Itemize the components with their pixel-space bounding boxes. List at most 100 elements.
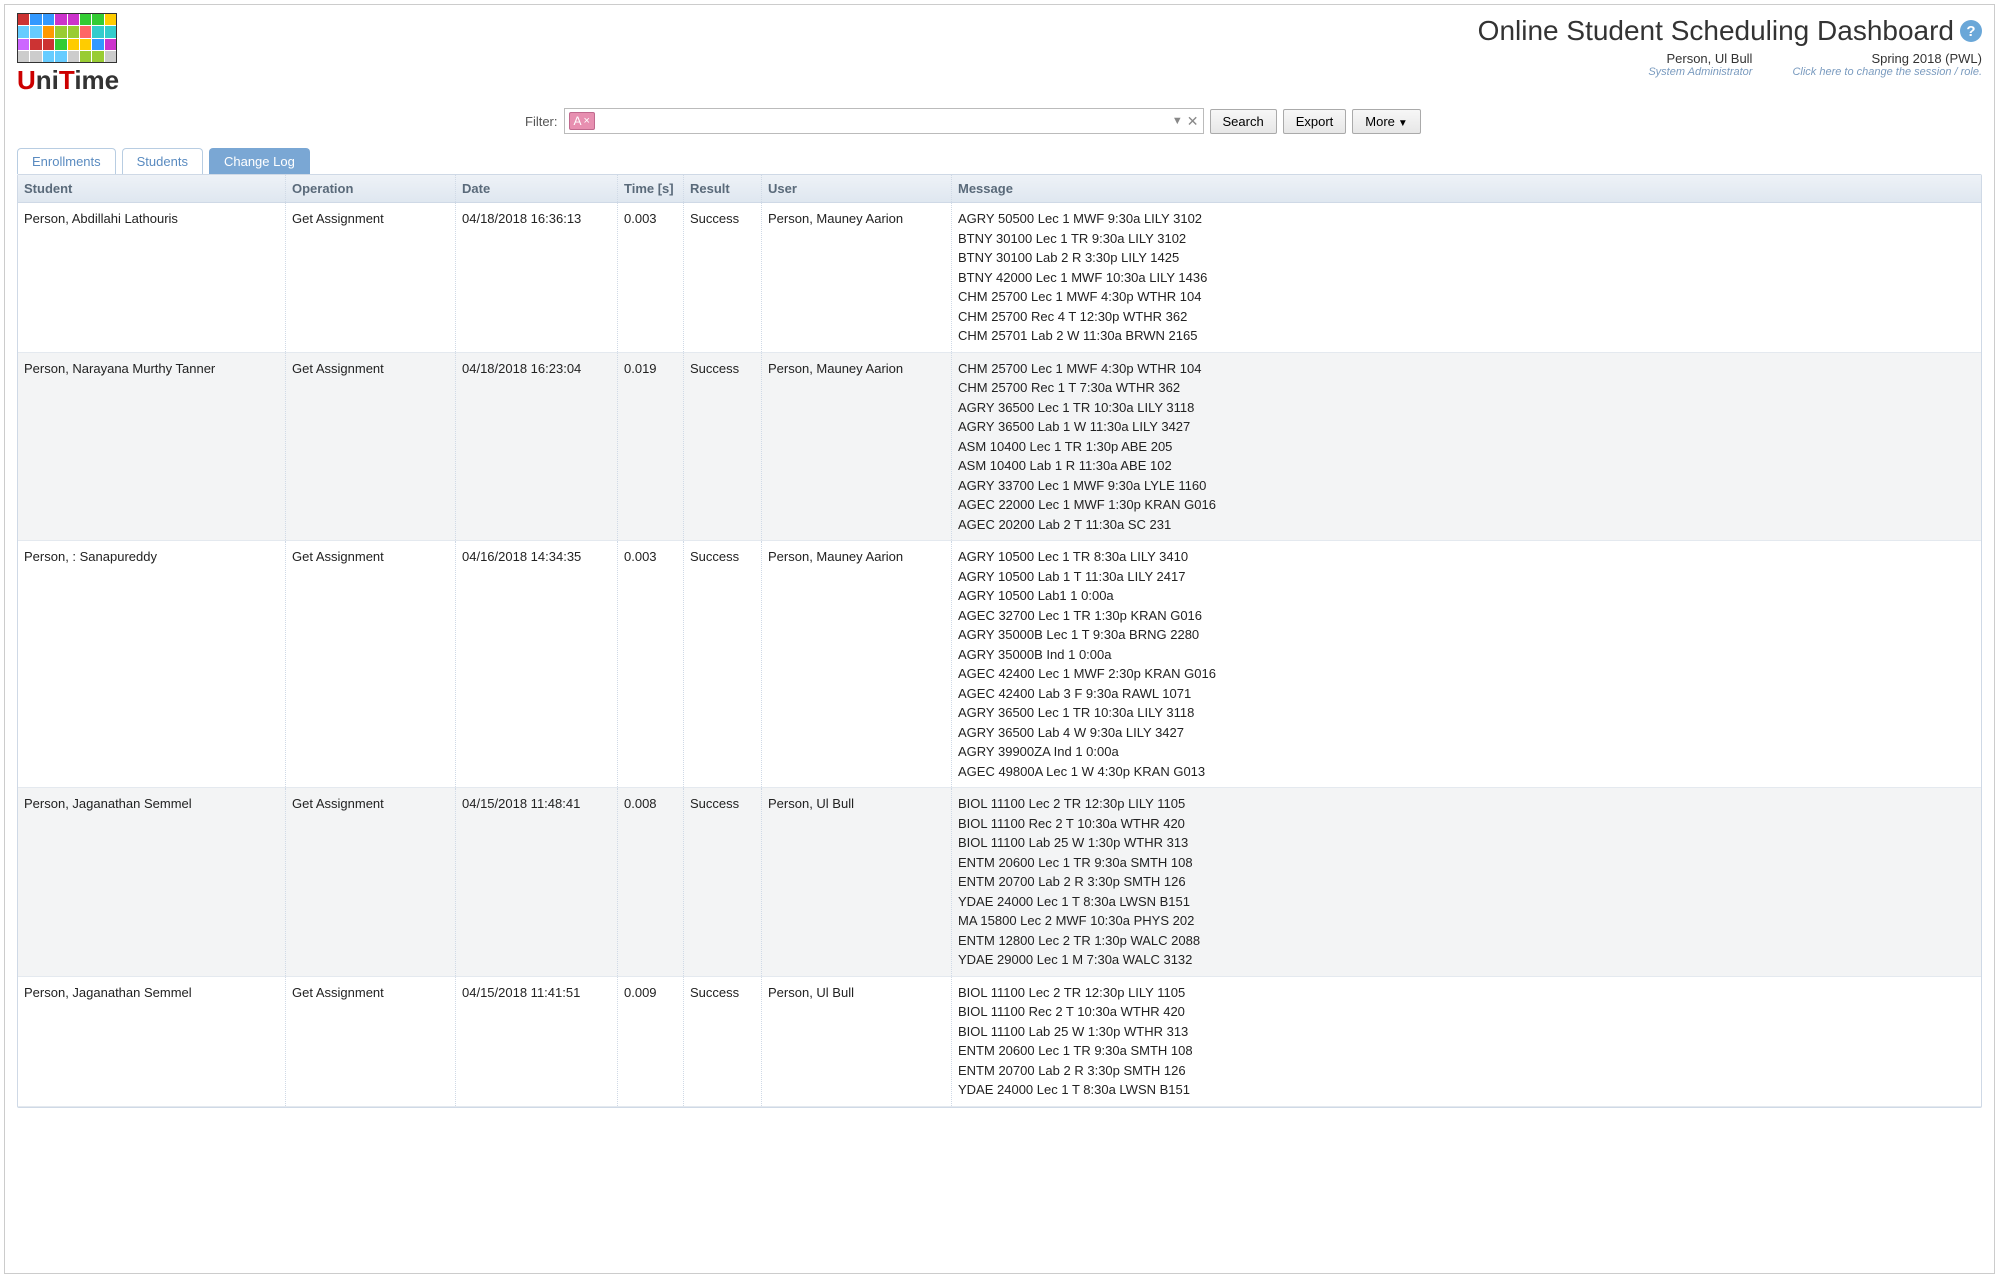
cell-student: Person, Jaganathan Semmel	[18, 788, 286, 976]
cell-user: Person, Ul Bull	[762, 977, 952, 1106]
message-line: AGRY 10500 Lab 1 T 11:30a LILY 2417	[958, 567, 1975, 587]
cell-student: Person, Abdillahi Lathouris	[18, 203, 286, 352]
message-line: AGEC 32700 Lec 1 TR 1:30p KRAN G016	[958, 606, 1975, 626]
current-session[interactable]: Spring 2018 (PWL)	[1792, 51, 1982, 66]
more-button[interactable]: More▼	[1352, 109, 1421, 134]
message-line: AGRY 33700 Lec 1 MWF 9:30a LYLE 1160	[958, 476, 1975, 496]
message-line: BIOL 11100 Rec 2 T 10:30a WTHR 420	[958, 1002, 1975, 1022]
message-line: BTNY 42000 Lec 1 MWF 10:30a LILY 1436	[958, 268, 1975, 288]
clear-icon[interactable]: ✕	[1187, 113, 1199, 130]
chevron-down-icon[interactable]: ▼	[1172, 115, 1183, 127]
col-header-time[interactable]: Time [s]	[618, 175, 684, 202]
table-row[interactable]: Person, Abdillahi LathourisGet Assignmen…	[18, 203, 1981, 353]
message-line: AGEC 42400 Lec 1 MWF 2:30p KRAN G016	[958, 664, 1975, 684]
message-line: AGEC 49800A Lec 1 W 4:30p KRAN G013	[958, 762, 1975, 782]
current-user[interactable]: Person, Ul Bull	[1648, 51, 1752, 66]
message-line: YDAE 24000 Lec 1 T 8:30a LWSN B151	[958, 892, 1975, 912]
message-line: BIOL 11100 Lec 2 TR 12:30p LILY 1105	[958, 794, 1975, 814]
col-header-date[interactable]: Date	[456, 175, 618, 202]
message-line: BIOL 11100 Lab 25 W 1:30p WTHR 313	[958, 1022, 1975, 1042]
cell-student: Person, Jaganathan Semmel	[18, 977, 286, 1106]
cell-student: Person, : Sanapureddy	[18, 541, 286, 787]
message-line: MA 15800 Lec 2 MWF 10:30a PHYS 202	[958, 911, 1975, 931]
message-line: CHM 25700 Rec 4 T 12:30p WTHR 362	[958, 307, 1975, 327]
message-line: AGRY 36500 Lec 1 TR 10:30a LILY 3118	[958, 398, 1975, 418]
message-line: YDAE 24000 Lec 1 T 8:30a LWSN B151	[958, 1080, 1975, 1100]
session-hint[interactable]: Click here to change the session / role.	[1792, 66, 1982, 78]
cell-operation: Get Assignment	[286, 788, 456, 976]
cell-message: BIOL 11100 Lec 2 TR 12:30p LILY 1105BIOL…	[952, 977, 1981, 1106]
tab-enrollments[interactable]: Enrollments	[17, 148, 116, 174]
close-icon[interactable]: ×	[584, 115, 590, 127]
logo-grid-icon	[17, 13, 117, 63]
cell-user: Person, Mauney Aarion	[762, 541, 952, 787]
export-button[interactable]: Export	[1283, 109, 1347, 134]
message-line: AGEC 22000 Lec 1 MWF 1:30p KRAN G016	[958, 495, 1975, 515]
cell-result: Success	[684, 788, 762, 976]
message-line: ENTM 12800 Lec 2 TR 1:30p WALC 2088	[958, 931, 1975, 951]
cell-result: Success	[684, 977, 762, 1106]
col-header-operation[interactable]: Operation	[286, 175, 456, 202]
filter-input[interactable]	[599, 110, 1168, 132]
message-line: AGRY 35000B Ind 1 0:00a	[958, 645, 1975, 665]
cell-operation: Get Assignment	[286, 203, 456, 352]
table-row[interactable]: Person, : SanapureddyGet Assignment04/16…	[18, 541, 1981, 788]
logo-text: UniTime	[17, 65, 119, 96]
message-line: CHM 25700 Lec 1 MWF 4:30p WTHR 104	[958, 287, 1975, 307]
message-line: CHM 25700 Rec 1 T 7:30a WTHR 362	[958, 378, 1975, 398]
cell-result: Success	[684, 203, 762, 352]
col-header-user[interactable]: User	[762, 175, 952, 202]
cell-date: 04/15/2018 11:41:51	[456, 977, 618, 1106]
cell-student: Person, Narayana Murthy Tanner	[18, 353, 286, 541]
cell-user: Person, Mauney Aarion	[762, 353, 952, 541]
page-title: Online Student Scheduling Dashboard	[1478, 15, 1954, 47]
message-line: ASM 10400 Lab 1 R 11:30a ABE 102	[958, 456, 1975, 476]
message-line: AGEC 42400 Lab 3 F 9:30a RAWL 1071	[958, 684, 1975, 704]
cell-result: Success	[684, 541, 762, 787]
cell-date: 04/18/2018 16:36:13	[456, 203, 618, 352]
filter-label: Filter:	[525, 114, 558, 129]
cell-result: Success	[684, 353, 762, 541]
message-line: AGRY 35000B Lec 1 T 9:30a BRNG 2280	[958, 625, 1975, 645]
app-logo[interactable]: UniTime	[17, 13, 119, 96]
caret-down-icon: ▼	[1398, 118, 1408, 129]
cell-time: 0.008	[618, 788, 684, 976]
message-line: BIOL 11100 Rec 2 T 10:30a WTHR 420	[958, 814, 1975, 834]
message-line: AGRY 10500 Lab1 1 0:00a	[958, 586, 1975, 606]
table-row[interactable]: Person, Narayana Murthy TannerGet Assign…	[18, 353, 1981, 542]
cell-message: AGRY 10500 Lec 1 TR 8:30a LILY 3410AGRY …	[952, 541, 1981, 787]
filter-chip-label: A	[574, 114, 582, 128]
col-header-result[interactable]: Result	[684, 175, 762, 202]
cell-operation: Get Assignment	[286, 977, 456, 1106]
cell-date: 04/18/2018 16:23:04	[456, 353, 618, 541]
message-line: CHM 25701 Lab 2 W 11:30a BRWN 2165	[958, 326, 1975, 346]
cell-message: CHM 25700 Lec 1 MWF 4:30p WTHR 104CHM 25…	[952, 353, 1981, 541]
tab-students[interactable]: Students	[122, 148, 203, 174]
cell-time: 0.003	[618, 541, 684, 787]
cell-time: 0.019	[618, 353, 684, 541]
cell-operation: Get Assignment	[286, 541, 456, 787]
cell-user: Person, Mauney Aarion	[762, 203, 952, 352]
more-button-label: More	[1365, 114, 1395, 129]
search-button[interactable]: Search	[1210, 109, 1277, 134]
help-icon[interactable]: ?	[1960, 20, 1982, 42]
table-row[interactable]: Person, Jaganathan SemmelGet Assignment 0…	[18, 788, 1981, 977]
message-line: AGRY 36500 Lab 4 W 9:30a LILY 3427	[958, 723, 1975, 743]
message-line: YDAE 29000 Lec 1 M 7:30a WALC 3132	[958, 950, 1975, 970]
filter-chip[interactable]: A ×	[569, 112, 595, 130]
message-line: BIOL 11100 Lec 2 TR 12:30p LILY 1105	[958, 983, 1975, 1003]
cell-message: AGRY 50500 Lec 1 MWF 9:30a LILY 3102BTNY…	[952, 203, 1981, 352]
col-header-message[interactable]: Message	[952, 175, 1981, 202]
change-log-table: Student Operation Date Time [s] Result U…	[17, 174, 1982, 1108]
message-line: AGRY 36500 Lec 1 TR 10:30a LILY 3118	[958, 703, 1975, 723]
current-role: System Administrator	[1648, 66, 1752, 78]
message-line: ENTM 20600 Lec 1 TR 9:30a SMTH 108	[958, 853, 1975, 873]
message-line: ASM 10400 Lec 1 TR 1:30p ABE 205	[958, 437, 1975, 457]
filter-input-wrap[interactable]: A × ▼ ✕	[564, 108, 1204, 134]
message-line: ENTM 20700 Lab 2 R 3:30p SMTH 126	[958, 872, 1975, 892]
tab-change-log[interactable]: Change Log	[209, 148, 310, 174]
table-row[interactable]: Person, Jaganathan SemmelGet Assignment0…	[18, 977, 1981, 1107]
message-line: ENTM 20700 Lab 2 R 3:30p SMTH 126	[958, 1061, 1975, 1081]
cell-time: 0.003	[618, 203, 684, 352]
col-header-student[interactable]: Student	[18, 175, 286, 202]
